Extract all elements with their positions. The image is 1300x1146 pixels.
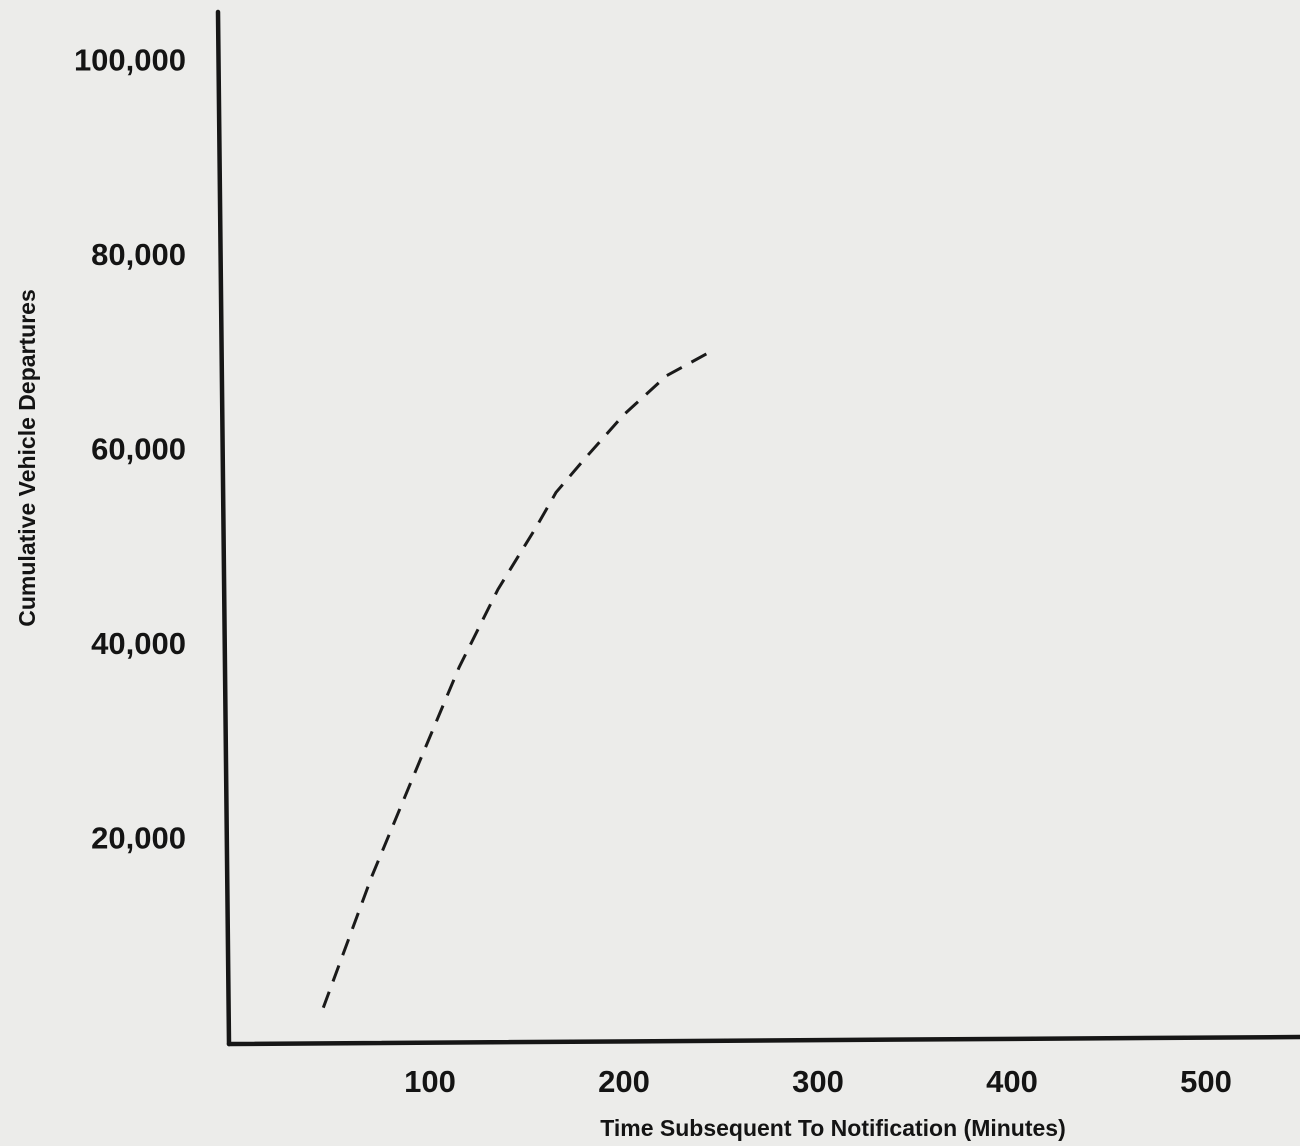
x-tick-label: 300	[792, 1064, 844, 1099]
y-tick-label: 60,000	[91, 432, 186, 467]
x-tick-label: 200	[598, 1064, 650, 1099]
y-tick-label: 20,000	[91, 821, 186, 856]
x-axis-title: Time Subsequent To Notification (Minutes…	[600, 1115, 1066, 1141]
y-tick-label: 80,000	[91, 237, 186, 272]
x-tick-label: 400	[986, 1064, 1038, 1099]
x-tick-labels: 100 200 300 400 500	[404, 1064, 1232, 1099]
axes	[215, 9, 1300, 1047]
x-axis-line	[226, 1034, 1300, 1047]
y-tick-label: 40,000	[91, 626, 186, 661]
y-tick-label: 100,000	[74, 43, 186, 78]
x-tick-label: 100	[404, 1064, 456, 1099]
x-tick-label: 500	[1180, 1064, 1232, 1099]
series-line	[321, 349, 713, 1009]
y-tick-labels: 20,000 40,000 60,000 80,000 100,000	[74, 43, 186, 856]
y-axis-line	[215, 9, 232, 1047]
series-layer	[321, 349, 713, 1009]
y-axis-title: Cumulative Vehicle Departures	[14, 289, 40, 626]
